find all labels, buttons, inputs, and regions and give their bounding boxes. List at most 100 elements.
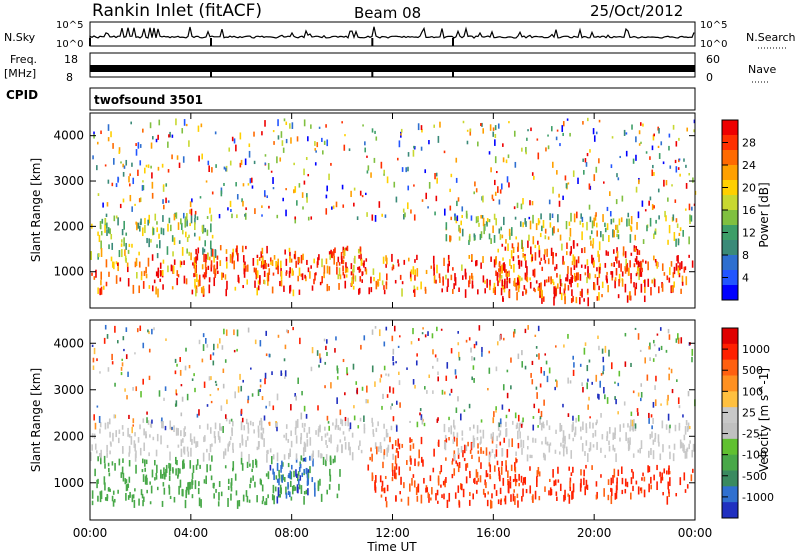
range-cell [115,261,118,265]
velocity-heatmap [90,324,696,509]
range-cell [160,469,162,478]
range-cell [275,421,278,424]
range-cell [421,417,424,425]
range-cell [148,375,151,381]
range-cell [310,265,312,269]
range-cell [99,422,102,428]
range-cell [572,415,574,421]
range-cell [394,455,397,465]
range-cell [414,269,417,276]
range-cell [555,136,558,141]
range-cell [524,365,527,370]
range-cell [361,386,364,391]
range-cell [472,435,475,444]
range-cell [541,289,543,299]
range-cell [602,356,605,363]
range-cell [386,257,388,265]
range-cell [115,430,117,438]
range-cell [290,496,293,501]
range-cell [503,216,505,226]
range-cell [218,436,221,443]
range-cell [445,438,448,443]
range-cell [210,214,213,222]
range-cell [344,267,347,274]
range-cell [234,286,237,291]
range-cell [155,472,158,477]
range-cell [260,264,263,268]
range-cell [303,491,306,495]
range-cell [639,397,642,402]
range-cell [649,357,651,361]
range-cell [210,248,213,257]
range-cell [612,444,614,451]
range-cell [354,255,356,264]
range-cell [629,260,631,268]
range-cell [194,210,197,215]
range-cell [611,136,614,139]
range-cell [557,228,559,233]
range-cell [306,197,308,203]
range-cell [217,387,219,391]
range-cell [128,414,130,420]
range-cell [445,477,447,483]
range-cell [550,126,553,132]
range-cell [258,441,260,447]
range-cell [456,215,459,222]
range-cell [551,279,554,284]
range-cell [264,501,266,506]
range-cell [437,478,440,486]
range-cell [445,375,448,381]
range-cell [512,478,515,483]
range-cell [132,424,135,427]
range-cell [237,386,240,393]
range-cell [600,474,602,478]
range-cell [148,348,151,353]
range-cell [169,463,172,472]
range-cell [307,471,310,479]
range-cell [583,247,586,254]
range-cell [534,288,536,293]
range-cell [517,255,520,259]
range-cell [242,183,245,187]
range-cell [98,415,101,423]
range-cell [479,429,482,433]
range-cell [432,390,434,394]
range-cell [280,370,283,376]
range-cell [194,222,196,231]
range-cell [668,468,670,472]
range-cell [340,256,343,263]
range-cell [565,277,567,282]
range-cell [389,436,391,443]
range-cell [110,131,112,138]
colorbar-frame [721,327,739,519]
range-cell [505,421,507,427]
range-cell [176,270,179,276]
range-cell [378,272,381,281]
range-cell [401,443,404,448]
range-cell [593,135,596,142]
range-cell [242,494,245,502]
range-cell [298,466,301,472]
range-cell [277,265,279,275]
range-cell [124,255,127,262]
range-cell [680,261,683,270]
range-cell [510,464,513,472]
range-cell [332,205,335,209]
range-cell [480,123,482,127]
range-cell [122,163,124,168]
range-cell [381,213,383,217]
range-cell [184,426,186,430]
range-cell [529,454,532,459]
range-cell [358,287,361,294]
range-cell [198,236,201,241]
range-cell [682,229,684,237]
range-cell [260,420,263,430]
range-cell [104,497,107,501]
range-cell [155,271,158,277]
range-cell [126,483,129,491]
range-cell [372,433,375,437]
range-cell [509,481,512,489]
range-cell [360,449,363,454]
range-cell [572,170,575,177]
